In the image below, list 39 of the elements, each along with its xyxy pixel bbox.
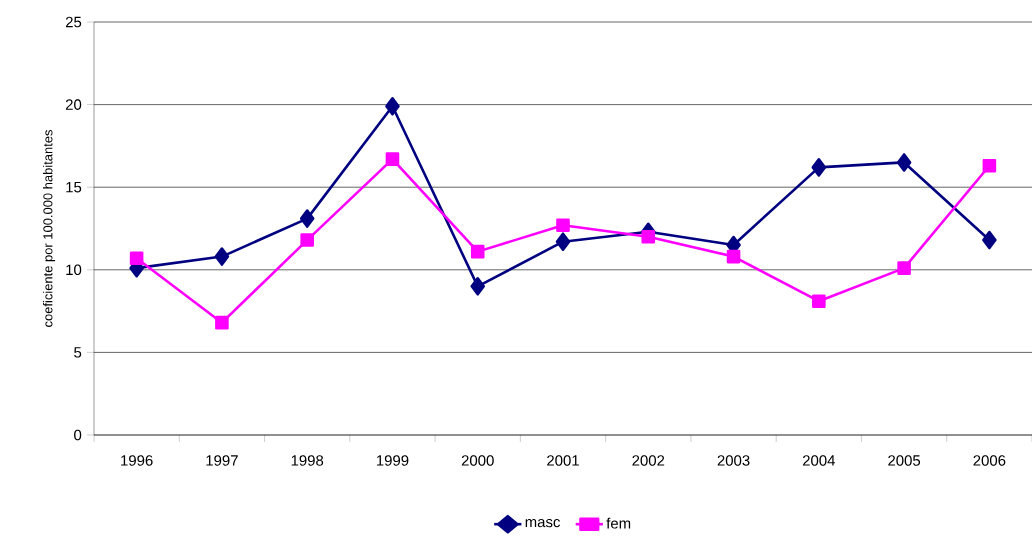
point	[982, 158, 997, 173]
point	[299, 209, 315, 228]
point	[470, 244, 485, 259]
point	[385, 152, 400, 166]
point	[215, 315, 229, 330]
x-tick-label: 2001	[547, 455, 579, 466]
y-tick-label: 10	[66, 264, 82, 276]
x-tick-label: 2006	[973, 455, 1006, 466]
point	[641, 229, 656, 244]
y-tick-label: 25	[65, 16, 82, 28]
point	[896, 153, 912, 172]
point	[812, 294, 826, 308]
x-tick-label: 1998	[291, 455, 324, 466]
point	[982, 230, 997, 250]
x-tick-label: 1996	[121, 455, 153, 466]
legend-label: masc	[525, 519, 561, 528]
x-tick-label: 1999	[376, 455, 409, 466]
x-tick-label: 2003	[717, 455, 750, 466]
x-tick-label: 2004	[802, 455, 836, 466]
point	[555, 232, 571, 252]
point	[214, 247, 230, 266]
y-tick-label: 0	[74, 429, 82, 441]
point	[556, 218, 570, 232]
point	[726, 249, 741, 264]
y-tick-label: 20	[65, 99, 82, 110]
point	[385, 96, 400, 116]
x-tick-label: 2005	[888, 455, 921, 466]
x-tick-label: 1997	[206, 455, 238, 466]
point	[897, 261, 911, 275]
legend-label: fem	[606, 517, 631, 529]
y-axis-title: coeficiente por 100.000 habitantes	[42, 129, 56, 327]
point	[470, 277, 486, 296]
y-tick-label: 15	[66, 181, 82, 193]
point	[300, 233, 314, 247]
x-tick-label: 2002	[632, 455, 665, 466]
x-tick-label: 2000	[461, 455, 494, 466]
point	[811, 158, 827, 177]
point	[129, 251, 144, 266]
y-tick-label: 5	[74, 347, 82, 358]
